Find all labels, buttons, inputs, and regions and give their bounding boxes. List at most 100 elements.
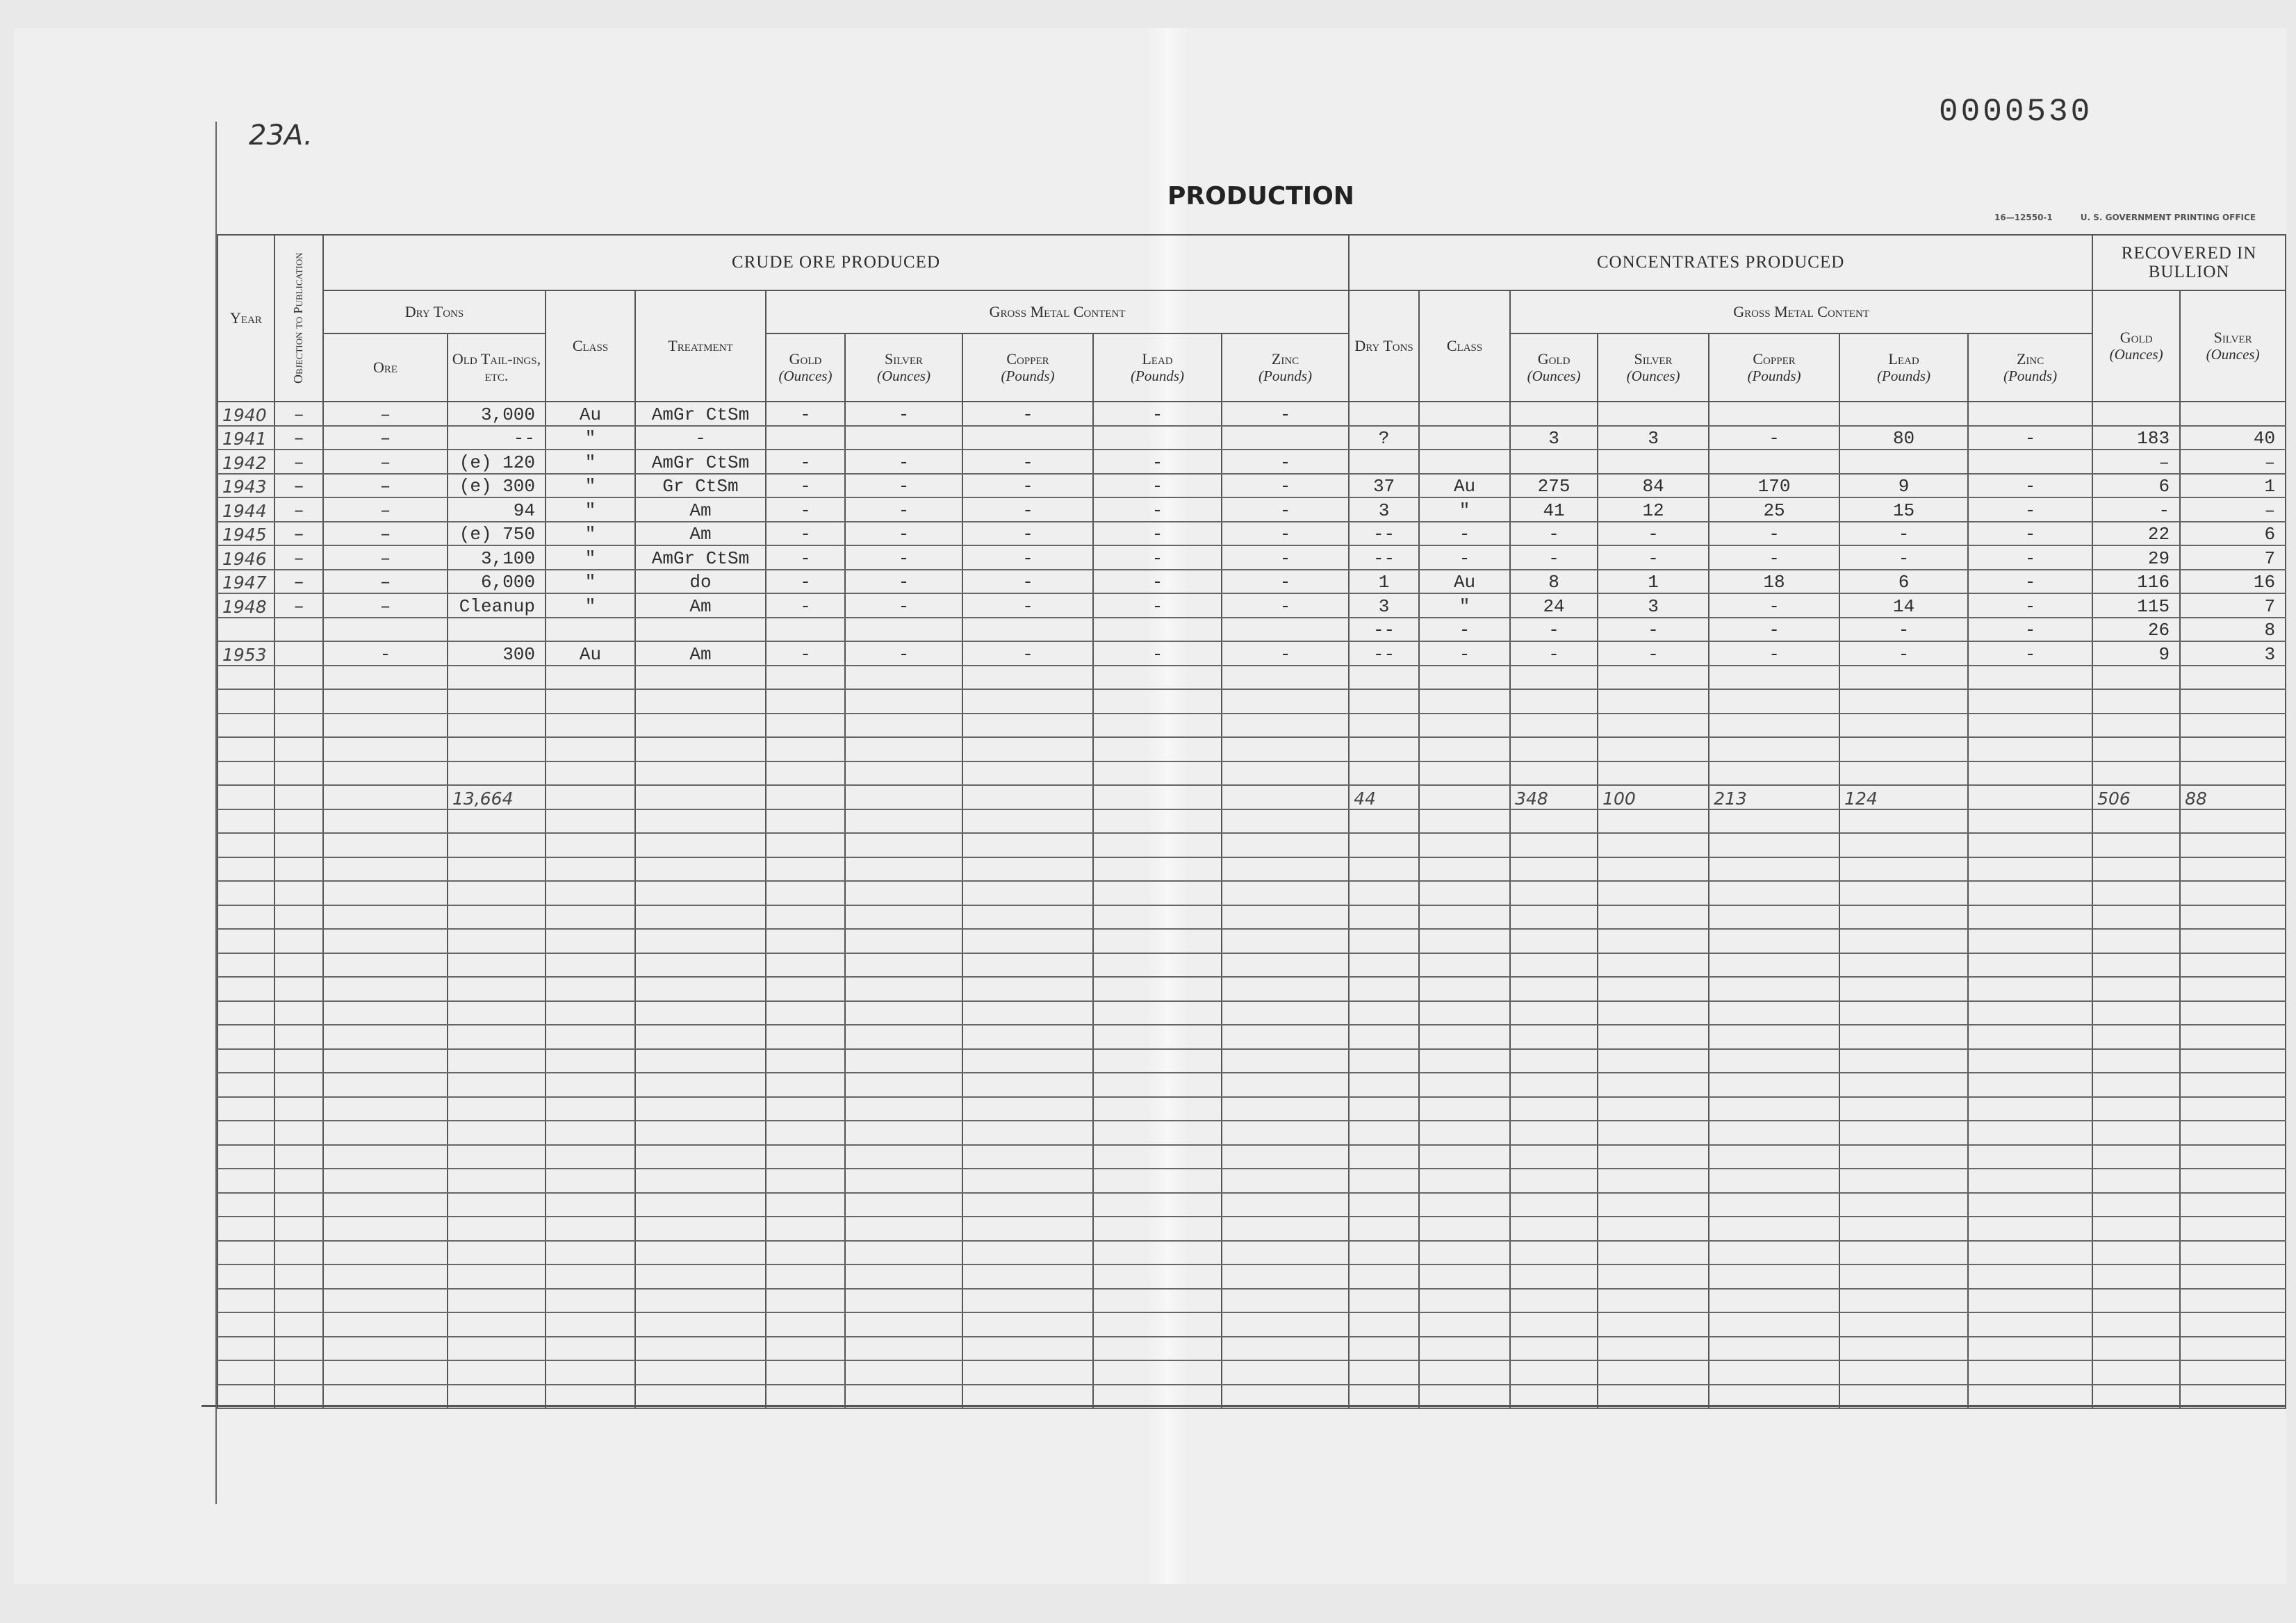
table-cell <box>274 905 324 930</box>
table-cell <box>545 1096 636 1121</box>
table-cell <box>765 929 846 954</box>
table-cell <box>1839 905 1969 930</box>
header-conc-gross-metal: Gross Metal Content <box>1509 290 2094 334</box>
table-cell <box>844 977 963 1002</box>
table-cell: - <box>1967 569 2094 594</box>
table-cell <box>634 929 766 954</box>
table-cell <box>634 1192 766 1217</box>
table-cell <box>1708 1121 1841 1146</box>
table-cell <box>2092 1121 2181 1146</box>
table-cell <box>765 1336 846 1361</box>
table-cell <box>1092 713 1222 738</box>
table-cell <box>274 953 324 978</box>
table-cell <box>274 1000 324 1025</box>
table-cell <box>2092 929 2181 954</box>
table-cell: 6 <box>1839 569 1969 594</box>
table-cell: - <box>962 402 1094 427</box>
table-cell: - <box>1967 545 2094 570</box>
table-cell: 300 <box>447 641 546 666</box>
table-cell <box>634 1312 766 1337</box>
table-cell <box>1092 1000 1222 1025</box>
table-cell <box>1418 1025 1511 1050</box>
table-cell <box>1220 809 1350 834</box>
table-cell <box>1839 1121 1969 1146</box>
table-cell <box>634 881 766 906</box>
form-imprint: 16—12550-1 U. S. GOVERNMENT PRINTING OFFI… <box>1994 213 2283 222</box>
table-cell: 15 <box>1839 497 1969 522</box>
table-cell: - <box>2092 497 2181 522</box>
table-cell <box>447 1336 546 1361</box>
table-cell <box>1220 1312 1350 1337</box>
table-cell <box>1220 785 1350 810</box>
table-row: 1940– –3,000 Au AmGr CtSm - - - - - <box>217 402 2287 427</box>
table-cell <box>274 737 324 762</box>
table-cell <box>2092 1288 2181 1313</box>
table-cell <box>1839 737 1969 762</box>
table-cell <box>2092 1312 2181 1337</box>
table-cell <box>1708 1025 1841 1050</box>
table-cell: 8 <box>2179 617 2287 642</box>
header-crude-silver: Silver (Ounces) <box>844 333 963 402</box>
table-cell <box>962 617 1094 642</box>
table-cell <box>1220 1121 1350 1146</box>
table-cell <box>1092 905 1222 930</box>
table-cell <box>1967 402 2094 427</box>
table-cell <box>274 881 324 906</box>
bottom-rule <box>202 1405 2286 1407</box>
header-class: Class <box>545 290 636 402</box>
table-cell <box>217 905 275 930</box>
table-cell <box>1597 1312 1710 1337</box>
table-cell <box>1092 929 1222 954</box>
serial-number: 0000530 <box>1939 94 2093 130</box>
table-cell: Au <box>1418 569 1511 594</box>
table-cell <box>1092 1048 1222 1073</box>
table-cell <box>1839 977 1969 1002</box>
table-cell: - <box>1092 450 1222 475</box>
table-cell <box>2179 1144 2287 1169</box>
table-cell <box>1708 1288 1841 1313</box>
table-cell <box>1418 761 1511 786</box>
table-cell <box>844 905 963 930</box>
table-cell <box>1509 1144 1599 1169</box>
table-cell <box>1597 1000 1710 1025</box>
table-cell <box>2092 1048 2181 1073</box>
table-cell <box>322 1288 448 1313</box>
table-cell: do <box>634 569 766 594</box>
table-cell <box>2179 689 2287 714</box>
table-cell <box>1418 1048 1511 1073</box>
metal-unit: (Pounds) <box>1747 367 1801 384</box>
table-cell <box>1418 1336 1511 1361</box>
table-cell <box>545 1192 636 1217</box>
table-cell: 3 <box>1348 497 1420 522</box>
table-cell <box>634 809 766 834</box>
table-cell <box>1597 689 1710 714</box>
table-cell: " <box>545 450 636 475</box>
table-cell <box>1092 689 1222 714</box>
table-cell <box>1220 881 1350 906</box>
table-cell <box>844 1048 963 1073</box>
table-cell <box>1348 809 1420 834</box>
table-cell: - <box>1092 641 1222 666</box>
blank-row <box>217 1025 2287 1050</box>
table-cell <box>2092 689 2181 714</box>
header-bullion-silver: Silver (Ounces) <box>2179 290 2287 402</box>
table-cell <box>634 1240 766 1265</box>
table-cell <box>1348 450 1420 475</box>
table-cell <box>274 1336 324 1361</box>
table-cell: - <box>765 569 846 594</box>
table-cell <box>1708 402 1841 427</box>
header-year: Year <box>217 234 275 402</box>
table-cell: 29 <box>2092 545 2181 570</box>
table-cell <box>274 785 324 810</box>
table-cell <box>1967 1048 2094 1073</box>
table-cell: -- <box>1348 545 1420 570</box>
table-cell <box>1967 857 2094 882</box>
header-objection: Objection to Publication <box>274 235 323 402</box>
table-cell <box>1092 1121 1222 1146</box>
table-cell <box>634 1096 766 1121</box>
table-cell <box>1839 1360 1969 1385</box>
table-cell <box>1708 1073 1841 1098</box>
table-cell <box>2179 402 2287 427</box>
table-cell: " <box>545 473 636 498</box>
table-cell <box>1220 1336 1350 1361</box>
